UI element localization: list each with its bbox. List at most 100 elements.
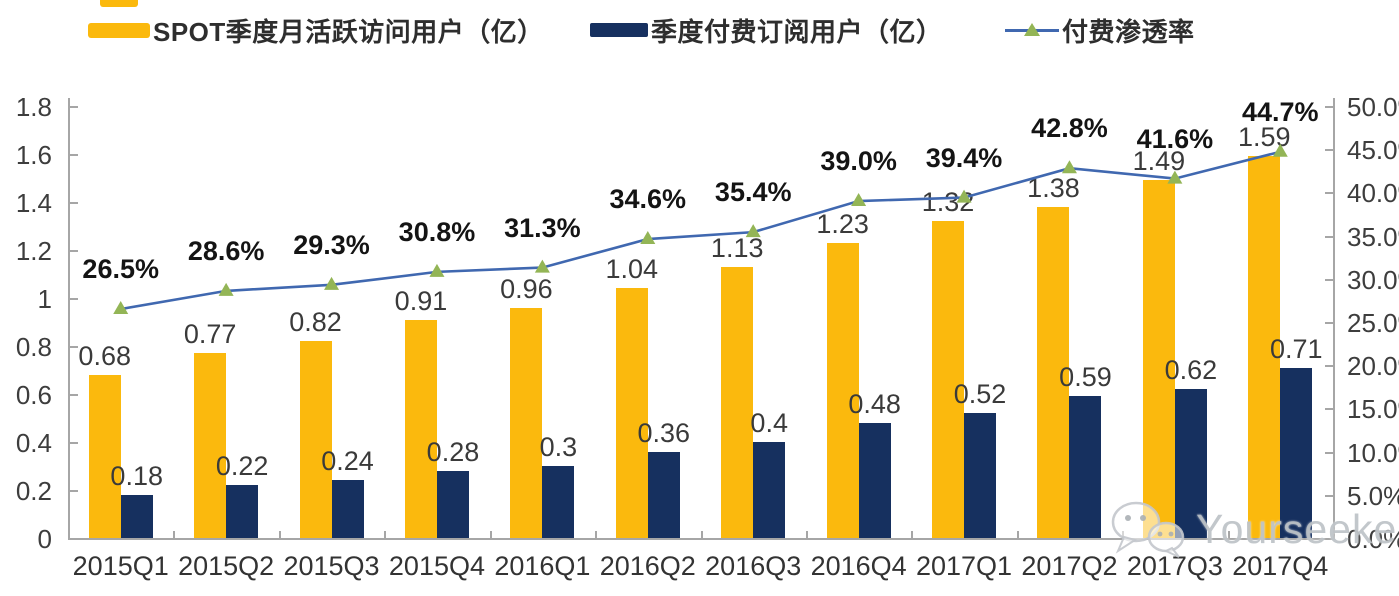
mau-bar <box>721 266 754 538</box>
y-axis-left-tick <box>70 346 78 348</box>
y-axis-right-label: 10.0% <box>1347 437 1399 468</box>
x-axis-tick <box>1016 531 1019 539</box>
y-axis-left-label: 1 <box>37 284 52 314</box>
subscriber-value-label: 0.71 <box>1270 333 1323 364</box>
mau-bar <box>299 341 332 538</box>
y-axis-left <box>68 98 70 538</box>
mau-value-label: 1.23 <box>816 208 869 239</box>
subscriber-bar <box>331 480 364 538</box>
y-axis-left-label: 1.6 <box>15 140 52 170</box>
y-axis-right-tick <box>1325 235 1333 238</box>
y-axis-left-tick <box>70 538 78 540</box>
y-axis-right-label: 25.0% <box>1347 308 1399 338</box>
triangle-marker-icon <box>640 231 656 245</box>
x-axis-tick <box>700 531 703 539</box>
x-axis-tick <box>805 531 808 539</box>
mau-value-label: 1.32 <box>921 187 975 218</box>
subscriber-bar <box>753 442 786 538</box>
legend-item-mau: SPOT季度月活跃访问用户（亿） <box>88 14 544 47</box>
penetration-value-label: 35.4% <box>714 177 792 208</box>
mau-value-label: 1.38 <box>1027 172 1080 203</box>
x-axis-tick <box>384 531 387 539</box>
mau-value-label: 0.77 <box>183 319 237 350</box>
y-axis-left-tick <box>70 394 78 396</box>
y-axis-right-label: 35.0% <box>1347 221 1399 252</box>
y-axis-right-label: 15.0% <box>1347 394 1399 425</box>
x-axis <box>68 538 1335 540</box>
y-axis-right-label: 20.0% <box>1347 351 1399 382</box>
cropped-legend-fragment <box>100 0 138 7</box>
subscriber-bar <box>1174 389 1207 538</box>
subscriber-value-label: 0.52 <box>953 379 1007 410</box>
watermark-text: Yourseeker <box>1196 505 1399 552</box>
wechat-icon <box>1111 501 1185 558</box>
legend-label-subscribers: 季度付费订阅用户（亿） <box>651 16 943 47</box>
line-marker-swatch-icon <box>1005 15 1059 45</box>
penetration-value-label: 44.7% <box>1242 96 1319 127</box>
legend-label-mau: SPOT季度月活跃访问用户（亿） <box>153 16 544 47</box>
x-axis-category-label: 2016Q4 <box>810 551 907 581</box>
subscriber-value-label: 0.18 <box>110 460 163 491</box>
x-axis-category-label: 2015Q2 <box>178 551 275 581</box>
subscriber-value-label: 0.22 <box>215 451 269 482</box>
y-axis-left-label: 0.4 <box>15 428 52 458</box>
subscriber-bar <box>647 451 680 538</box>
penetration-value-label: 42.8% <box>1031 113 1108 144</box>
mau-value-label: 1.04 <box>605 254 659 285</box>
mau-bar <box>88 374 121 538</box>
y-axis-right-label: 30.0% <box>1347 264 1399 295</box>
subscriber-bar <box>858 422 891 538</box>
y-axis-left-tick <box>70 490 78 492</box>
x-axis-tick <box>595 531 598 539</box>
subscriber-value-label: 0.24 <box>321 446 374 477</box>
mau-value-label: 0.96 <box>500 273 553 304</box>
mau-bar <box>194 353 227 538</box>
triangle-marker-icon <box>429 263 445 277</box>
subscriber-value-label: 0.48 <box>848 388 901 419</box>
y-axis-right-label: 45.0% <box>1347 135 1399 166</box>
subscriber-bar <box>226 485 259 538</box>
y-axis-left-label: 0.8 <box>15 332 52 362</box>
y-axis-right-tick <box>1325 192 1333 195</box>
triangle-marker-icon <box>1061 160 1077 174</box>
x-axis-category-label: 2016Q1 <box>494 551 591 581</box>
mau-bar <box>404 319 437 538</box>
penetration-value-label: 41.6% <box>1136 123 1214 154</box>
y-axis-left-label: 1.4 <box>15 188 52 218</box>
x-axis-category-label: 2017Q4 <box>1232 551 1329 581</box>
mau-value-label: 0.91 <box>394 285 448 316</box>
subscriber-bar <box>542 466 575 538</box>
y-axis-right-tick <box>1325 322 1333 324</box>
y-axis-left-label: 1.8 <box>15 92 52 122</box>
x-axis-category-label: 2015Q1 <box>72 551 169 581</box>
subscriber-bar <box>1280 367 1313 538</box>
x-axis-tick <box>173 531 176 539</box>
y-axis-right-tick <box>1325 494 1333 497</box>
triangle-marker-icon <box>218 282 234 296</box>
triangle-marker-icon <box>851 193 867 207</box>
subscriber-bar <box>964 413 997 538</box>
mau-value-label: 0.82 <box>289 307 342 338</box>
subscriber-value-label: 0.3 <box>539 432 578 462</box>
x-axis-tick <box>911 531 914 539</box>
legend-item-subscribers: 季度付费订阅用户（亿） <box>590 14 943 47</box>
y-axis-right-label: 5.0% <box>1347 480 1399 511</box>
x-axis-category-label: 2016Q3 <box>705 551 802 581</box>
subscriber-bar <box>120 494 153 538</box>
x-axis-category-label: 2017Q2 <box>1021 551 1118 581</box>
y-axis-left-tick <box>70 154 78 156</box>
subscriber-value-label: 0.28 <box>426 436 480 467</box>
triangle-marker-icon <box>534 259 550 273</box>
subscriber-bar <box>1069 396 1102 538</box>
y-axis-right-tick <box>1325 149 1333 152</box>
y-axis-right-tick <box>1325 278 1333 281</box>
legend-label-penetration: 付费渗透率 <box>1062 16 1195 47</box>
y-axis-left-label: 1.2 <box>15 236 52 266</box>
y-axis-left-label: 0.2 <box>15 476 52 506</box>
mau-value-label: 0.68 <box>78 340 131 371</box>
mau-value-label: 1.13 <box>710 232 764 263</box>
subscriber-bar <box>436 470 469 538</box>
legend-item-penetration: 付费渗透率 <box>1005 14 1195 47</box>
mau-bar <box>615 288 648 538</box>
